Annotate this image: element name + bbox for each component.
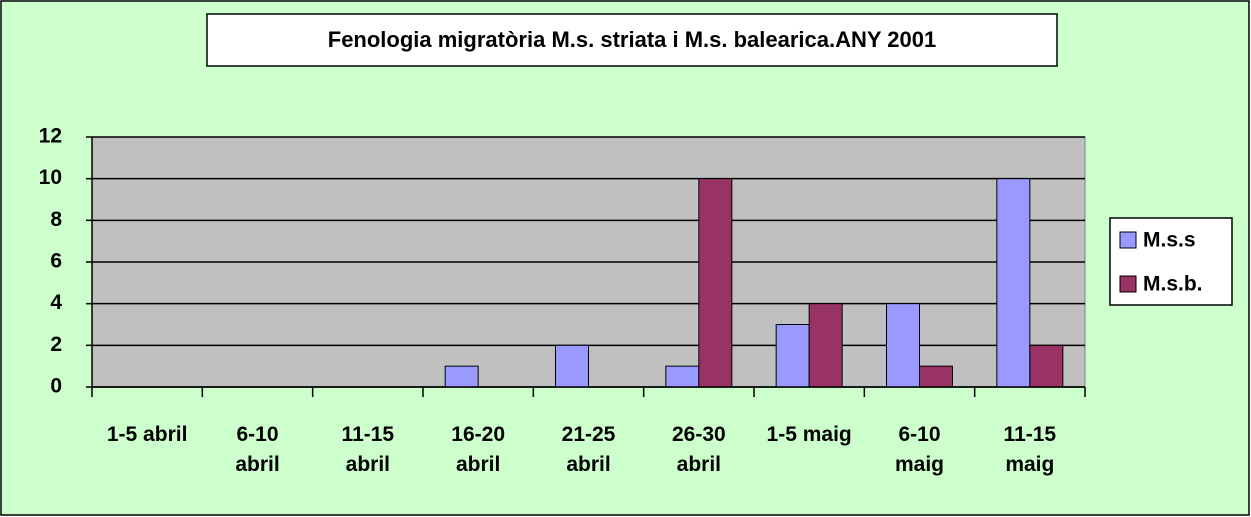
bar — [698, 178, 733, 388]
bar — [996, 178, 1031, 388]
bar — [808, 303, 843, 388]
bar — [775, 324, 810, 388]
legend-swatch — [1119, 231, 1137, 249]
bar — [665, 365, 700, 388]
y-tick-label: 0 — [50, 375, 62, 398]
title-box — [206, 13, 1058, 67]
legend-label: M.s.b. — [1143, 273, 1203, 296]
bar — [919, 365, 953, 388]
y-tick-label: 2 — [50, 333, 62, 356]
x-tick-label: 1-5 maig — [766, 423, 852, 446]
x-tick-label: 1-5 abril — [106, 423, 188, 446]
x-tick-label: 16-20 abril — [451, 423, 506, 476]
bar — [1029, 344, 1064, 388]
bar — [886, 303, 920, 388]
y-tick-label: 6 — [50, 250, 62, 273]
y-tick-label: 8 — [50, 208, 62, 231]
bar — [555, 344, 589, 388]
y-tick-label: 10 — [39, 166, 62, 189]
legend-swatch — [1119, 275, 1137, 293]
x-tick-label: 11-15 maig — [1003, 423, 1057, 476]
x-tick-label: 21-25 abril — [561, 423, 616, 476]
chart-title: Fenologia migratòria M.s. striata i M.s.… — [328, 27, 936, 52]
x-tick-label: 6-10 maig — [894, 423, 944, 476]
x-tick-label: 11-15 abril — [341, 423, 395, 476]
bar — [444, 365, 479, 388]
y-tick-label: 12 — [39, 125, 62, 148]
x-tick-label: 6-10 abril — [235, 423, 280, 476]
x-tick-label: 26-30 abril — [671, 423, 726, 476]
legend-label: M.s.s — [1143, 229, 1196, 252]
y-tick-label: 4 — [50, 291, 62, 314]
